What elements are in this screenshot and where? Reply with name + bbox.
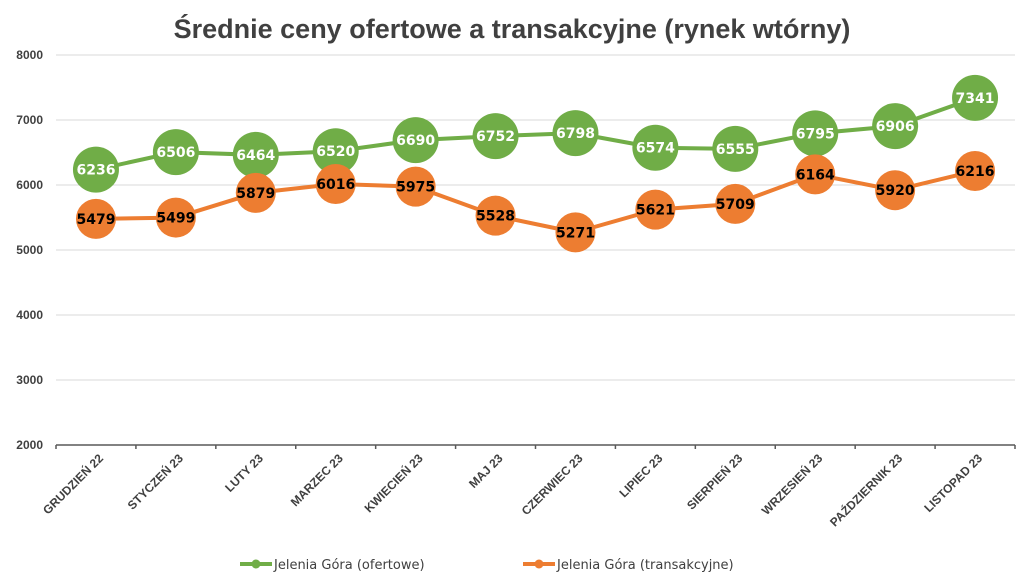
data-label: 5975 <box>396 180 435 196</box>
legend: Jelenia Góra (ofertowe) Jelenia Góra (tra… <box>240 558 734 573</box>
y-tick-label: 5000 <box>16 243 43 257</box>
gridlines <box>56 54 1015 381</box>
x-tick-label: MARZEC 23 <box>288 451 346 509</box>
x-tick-label: LISTOPAD 23 <box>921 451 985 515</box>
x-tick-label: WRZESIEŃ 23 <box>758 450 825 517</box>
data-label: 5528 <box>476 209 515 225</box>
y-tick-label: 6000 <box>16 178 43 192</box>
data-label: 6016 <box>316 177 355 193</box>
legend-label: Jelenia Góra (transakcyjne) <box>556 558 734 573</box>
x-tick-label: LUTY 23 <box>222 451 266 495</box>
data-label: 5499 <box>156 211 195 227</box>
data-label: 6574 <box>636 141 675 157</box>
data-label: 5709 <box>716 197 755 213</box>
y-tick-label: 2000 <box>16 438 43 452</box>
legend-label: Jelenia Góra (ofertowe) <box>273 558 425 573</box>
data-point <box>75 198 116 239</box>
data-label: 6520 <box>316 144 355 160</box>
series-ofertowe: 6236 6506 6464 6520 6690 6752 6798 6574 6555 6795… <box>72 74 999 193</box>
y-tick-label: 7000 <box>16 113 43 127</box>
data-point <box>712 125 759 172</box>
data-point <box>72 146 119 193</box>
data-label: 5479 <box>76 212 115 228</box>
data-point <box>635 189 676 230</box>
data-label: 6164 <box>796 167 835 183</box>
data-label: 6236 <box>76 163 115 179</box>
data-point <box>555 212 596 253</box>
data-point <box>792 110 839 157</box>
legend-item: Jelenia Góra (transakcyjne) <box>523 558 734 573</box>
series-group: 6236 6506 6464 6520 6690 6752 6798 6574 6555 6795… <box>72 74 999 253</box>
y-tick-label: 3000 <box>16 373 43 387</box>
data-point <box>872 103 919 150</box>
data-label: 5621 <box>636 203 675 219</box>
data-label: 7341 <box>956 91 995 107</box>
data-point <box>235 172 276 213</box>
series-line <box>95 169 976 235</box>
data-point <box>552 110 599 157</box>
x-tick-label: LIPIEC 23 <box>616 451 665 500</box>
chart-title: Średnie ceny ofertowe a transakcyjne (ry… <box>174 13 851 44</box>
series-transakcyjne: 5479 5499 5879 6016 5975 5528 5271 5621 5709 6164… <box>75 150 996 253</box>
x-tick-label: GRUDZIEŃ 22 <box>39 450 106 517</box>
data-point <box>795 154 836 195</box>
x-axis-tick-labels: GRUDZIEŃ 22 STYCZEŃ 23 LUTY 23 MARZEC 23 KWI… <box>39 450 985 529</box>
data-label: 6464 <box>236 148 275 164</box>
data-point <box>632 124 679 171</box>
data-label: 6798 <box>556 126 595 142</box>
data-label: 6690 <box>396 133 435 149</box>
x-tick-label: MAJ 23 <box>466 451 506 491</box>
x-tick-label: KWIECIEŃ 23 <box>361 450 426 515</box>
data-point <box>312 128 359 175</box>
data-label: 5271 <box>556 225 595 241</box>
y-tick-label: 4000 <box>16 308 43 322</box>
data-point <box>155 197 196 238</box>
data-label: 6906 <box>876 119 915 135</box>
data-label: 6752 <box>476 129 515 145</box>
x-tick-label: CZERWIEC 23 <box>519 451 586 518</box>
data-point <box>952 74 999 121</box>
data-point <box>152 129 199 176</box>
x-tick-label: PAŹDZIERNIK 23 <box>826 450 905 529</box>
data-label: 6795 <box>796 126 835 142</box>
data-point <box>315 163 356 204</box>
series-line <box>95 95 976 172</box>
data-point <box>955 150 996 191</box>
legend-marker-icon <box>251 559 261 569</box>
data-point <box>395 166 436 207</box>
data-point <box>232 131 279 178</box>
x-tick-label: SIERPIEŃ 23 <box>683 450 745 512</box>
x-tick-label: STYCZEŃ 23 <box>124 450 186 512</box>
x-axis <box>55 444 1016 449</box>
data-label: 6216 <box>956 164 995 180</box>
data-label: 6555 <box>716 142 755 158</box>
data-point <box>715 183 756 224</box>
data-label: 5920 <box>876 183 915 199</box>
legend-marker-icon <box>534 559 544 569</box>
y-axis-ticks: 2000 3000 4000 5000 6000 7000 8000 <box>16 48 43 452</box>
data-label: 6506 <box>156 145 195 161</box>
data-point <box>392 117 439 164</box>
data-label: 5879 <box>236 186 275 202</box>
legend-item: Jelenia Góra (ofertowe) <box>240 558 425 573</box>
data-point <box>875 170 916 211</box>
data-point <box>475 195 516 236</box>
data-point <box>472 113 519 160</box>
y-tick-label: 8000 <box>16 48 43 62</box>
